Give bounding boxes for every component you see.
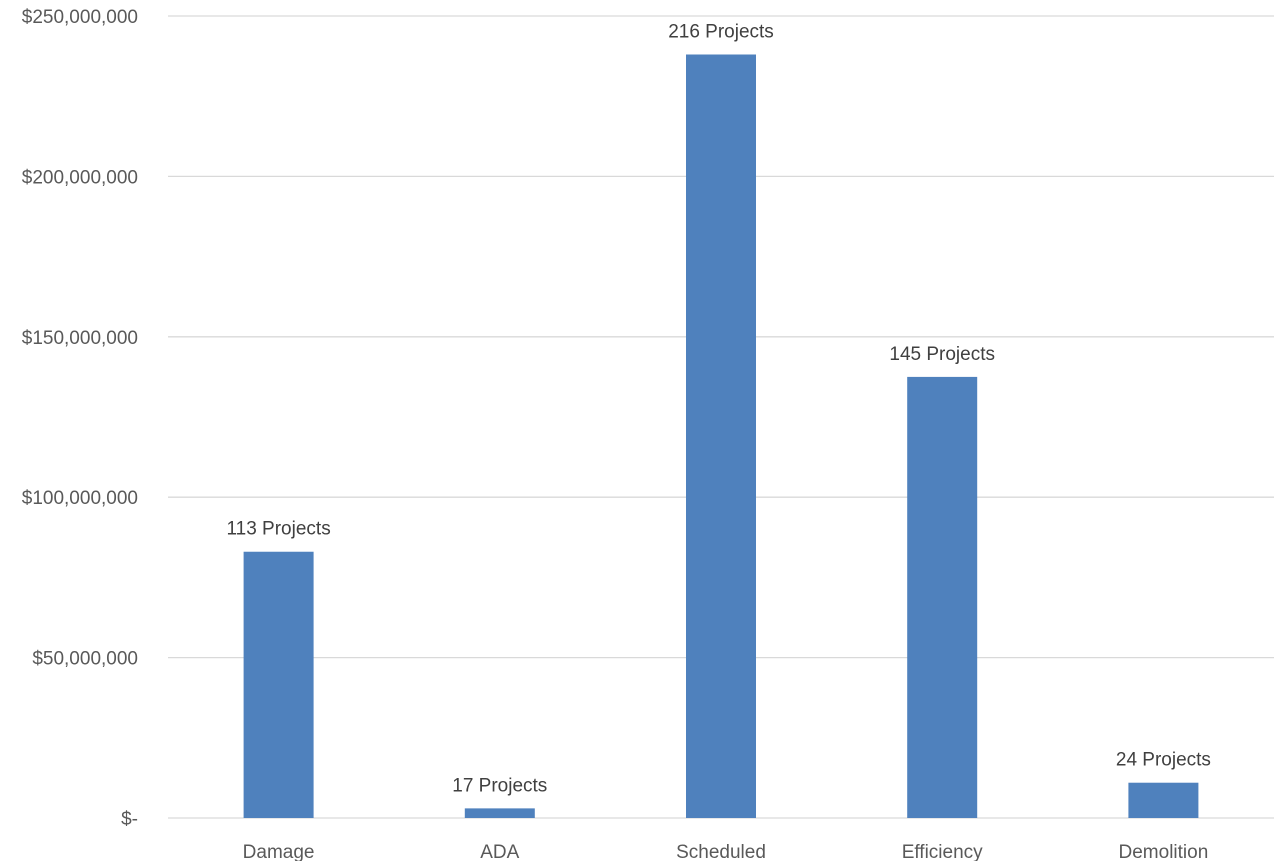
y-tick-label: $100,000,000 — [22, 488, 138, 509]
bar-demolition — [1128, 782, 1199, 818]
y-tick-label: $150,000,000 — [22, 328, 138, 349]
x-axis-category-labels: Damage ADA Scheduled Efficiency Demolition — [243, 842, 1209, 861]
y-axis-tick-labels: $- $50,000,000 $100,000,000 $150,000,000 $20… — [22, 7, 138, 830]
data-label-demolition: 24 Projects — [1116, 750, 1211, 771]
x-category-label: ADA — [480, 842, 519, 861]
y-tick-label: $- — [121, 809, 138, 830]
data-labels: 113 Projects 17 Projects 216 Projects 145 P… — [226, 21, 1210, 796]
bars — [243, 54, 1199, 819]
x-category-label: Demolition — [1119, 842, 1209, 861]
bar-scheduled — [686, 54, 756, 819]
bar-damage — [243, 551, 314, 818]
y-tick-label: $50,000,000 — [32, 649, 138, 670]
data-label-ada: 17 Projects — [452, 775, 547, 796]
bar-ada — [464, 808, 535, 818]
x-category-label: Damage — [243, 842, 315, 861]
x-category-label: Scheduled — [676, 842, 766, 861]
bar-efficiency — [907, 376, 978, 818]
y-tick-label: $250,000,000 — [22, 7, 138, 28]
x-category-label: Efficiency — [902, 842, 983, 861]
data-label-damage: 113 Projects — [226, 519, 330, 540]
data-label-scheduled: 216 Projects — [668, 21, 774, 42]
y-tick-label: $200,000,000 — [22, 167, 138, 188]
data-label-efficiency: 145 Projects — [889, 344, 995, 365]
